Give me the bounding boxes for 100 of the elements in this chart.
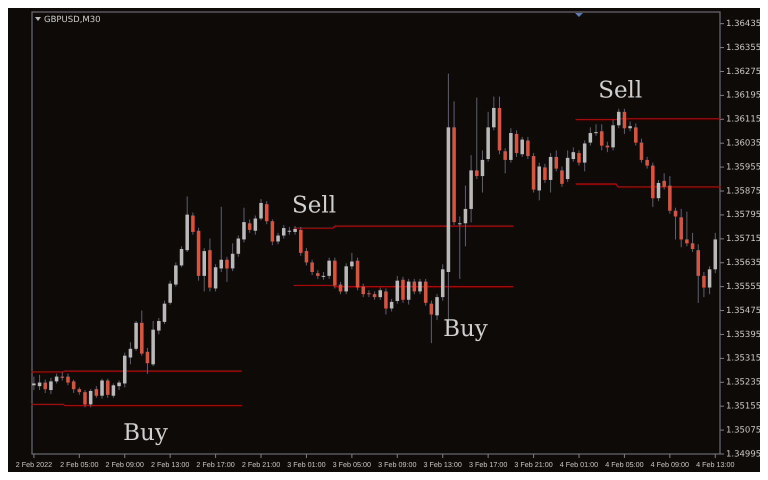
candlestick	[702, 272, 706, 298]
candlestick	[645, 156, 649, 170]
annotation: Sell	[598, 78, 642, 104]
candlestick	[503, 148, 507, 174]
y-tick-label: 1.35875	[726, 186, 762, 196]
candlestick	[418, 278, 422, 295]
candlestick	[628, 120, 632, 132]
candlestick	[38, 374, 42, 391]
y-tick-label: 1.35315	[726, 354, 762, 364]
candlestick	[304, 248, 308, 266]
candlestick	[464, 185, 468, 247]
candlestick	[514, 130, 518, 158]
candlestick	[424, 278, 428, 306]
candlestick	[572, 146, 576, 162]
candlestick	[112, 382, 116, 398]
candlestick	[566, 150, 570, 183]
candlestick	[640, 138, 644, 164]
candlestick	[656, 179, 660, 202]
candlestick	[390, 298, 394, 312]
candlestick	[264, 200, 268, 225]
candlestick	[72, 379, 76, 394]
candlestick	[634, 122, 638, 146]
chart-title: GBPUSD,M30	[44, 15, 101, 25]
candlestick	[475, 96, 479, 180]
y-tick-label: 1.34995	[726, 449, 762, 460]
candlestick	[43, 379, 48, 394]
candlestick	[54, 373, 58, 384]
candlestick	[191, 212, 195, 236]
candlestick	[146, 347, 150, 374]
candlestick	[396, 275, 400, 304]
y-tick-label: 1.35715	[726, 234, 762, 244]
candlestick	[100, 378, 104, 400]
y-tick-label: 1.35155	[726, 402, 762, 412]
y-tick-label: 1.36355	[726, 42, 762, 53]
y-tick-label: 1.35075	[726, 425, 762, 436]
candlestick	[322, 272, 326, 280]
candlestick	[577, 150, 581, 166]
y-tick-label: 1.35235	[726, 378, 762, 388]
candlestick	[537, 162, 542, 201]
candlestick	[157, 318, 161, 335]
candlestick	[128, 342, 132, 365]
candlestick	[299, 226, 303, 256]
candlestick	[622, 108, 626, 134]
candlestick	[236, 235, 240, 258]
candlestick	[662, 172, 666, 190]
candlestick	[180, 246, 184, 268]
candlestick	[106, 378, 110, 398]
candlestick	[230, 242, 234, 272]
candlestick	[384, 288, 388, 315]
candlestick	[679, 208, 683, 248]
y-tick-label: 1.36195	[726, 90, 762, 101]
annotation: Sell	[292, 192, 336, 218]
candlestick	[276, 232, 280, 245]
y-tick-label: 1.36275	[726, 66, 762, 77]
candlestick	[401, 276, 405, 304]
candlestick	[458, 216, 462, 280]
candlestick	[248, 218, 252, 234]
candlestick	[88, 388, 92, 408]
candlestick	[378, 287, 382, 300]
y-tick-label: 1.35475	[726, 306, 762, 316]
candlestick	[168, 280, 172, 306]
candlestick	[220, 206, 224, 272]
candlestick	[492, 96, 496, 131]
candlestick	[350, 252, 354, 270]
candlestick	[690, 232, 694, 252]
candlestick	[412, 278, 416, 295]
candlestick	[66, 373, 70, 386]
candlestick	[611, 119, 615, 151]
candlestick	[616, 108, 620, 129]
candlestick	[162, 300, 166, 324]
candlestick	[214, 264, 218, 292]
candlestick	[327, 257, 331, 280]
candlestick	[430, 300, 434, 344]
candlestick	[270, 218, 274, 246]
candlestick	[526, 136, 530, 160]
y-tick-label: 1.35555	[726, 282, 762, 292]
candlestick	[282, 224, 286, 240]
candlestick	[582, 140, 586, 172]
candlestick	[225, 256, 229, 282]
candlestick	[600, 124, 604, 151]
candlestick	[594, 124, 598, 136]
y-tick-label: 1.35795	[726, 210, 762, 220]
annotation: Buy	[123, 420, 168, 446]
candlestick	[520, 136, 524, 158]
candlestick	[606, 141, 610, 153]
candlestick	[560, 166, 564, 188]
y-tick-label: 1.36035	[726, 138, 762, 149]
candlestick	[49, 377, 53, 394]
candlestick	[674, 207, 678, 240]
y-tick-label: 1.36115	[726, 114, 762, 125]
candlestick	[708, 266, 712, 295]
candlestick	[94, 386, 98, 398]
y-tick-label: 1.35955	[726, 162, 762, 172]
candlestick	[361, 283, 365, 298]
candlestick	[480, 150, 484, 194]
candlestick	[554, 150, 558, 172]
candlestick	[406, 278, 410, 306]
candlestick	[310, 259, 314, 276]
candlestick	[83, 390, 87, 408]
candlestick	[117, 380, 121, 391]
